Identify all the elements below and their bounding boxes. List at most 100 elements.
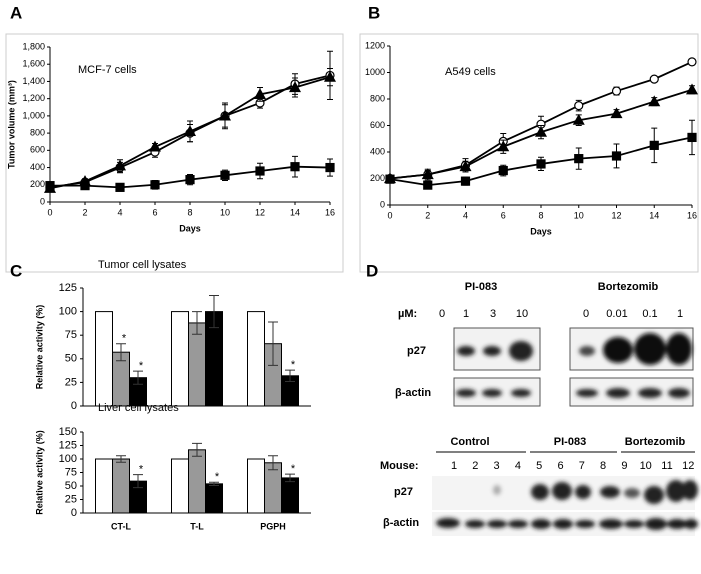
y-tick-label: 1200	[365, 40, 385, 50]
y-tick-label: 50	[65, 480, 77, 492]
y-axis-label: Tumor volume (mm³)	[6, 80, 16, 169]
marker	[183, 125, 197, 136]
marker	[610, 107, 623, 119]
x-tick-label: 12	[611, 210, 621, 220]
marker	[497, 140, 510, 152]
annotation: MCF-7 cells	[78, 64, 137, 76]
mouse-label: Mouse:	[380, 460, 419, 472]
bar	[188, 449, 206, 514]
bar	[95, 458, 113, 514]
panel-frame	[359, 33, 699, 273]
annotation: A549 cells	[445, 66, 496, 78]
marker	[685, 83, 699, 95]
marker	[148, 140, 162, 152]
dose: 1	[677, 308, 683, 320]
error-bar	[116, 343, 126, 362]
mouse-number: 3	[494, 460, 500, 472]
y-tick-label: 1,800	[22, 41, 45, 51]
marker	[648, 95, 661, 107]
bar	[171, 458, 189, 514]
x-tick-label: T-L	[190, 521, 204, 531]
x-tick-label: 6	[501, 210, 506, 220]
bar	[281, 477, 299, 514]
x-tick-label: 4	[117, 207, 122, 217]
x-tick-label: CT-L	[111, 521, 131, 531]
y-axis-label: Relative activity (%)	[34, 430, 44, 515]
marker	[574, 101, 584, 111]
y-tick-label: 400	[370, 146, 385, 156]
error-bar	[133, 370, 143, 385]
group-label: Control	[450, 436, 489, 448]
marker	[574, 154, 584, 164]
y-tick-label: 1,600	[22, 59, 45, 69]
marker	[572, 113, 585, 125]
mouse-number: 10	[640, 460, 652, 472]
dose: 0.01	[606, 308, 627, 320]
panel-label: B	[368, 3, 380, 22]
y-tick-label: 125	[59, 439, 77, 451]
marker	[115, 182, 125, 192]
mouse-numbers: 1 2 3 4 5 6 7 8 9 10 11 12	[451, 460, 694, 472]
significance-mark: *	[291, 463, 296, 475]
y-tick-label: 1000	[365, 67, 385, 77]
y-tick-label: 150	[59, 426, 77, 438]
x-tick-label: 14	[290, 207, 300, 217]
y-tick-label: 100	[59, 453, 77, 465]
marker	[611, 151, 622, 161]
bar	[247, 311, 265, 407]
error-bar	[192, 311, 202, 335]
y-tick-label: 1,400	[22, 76, 45, 86]
group-label: Bortezomib	[598, 281, 659, 293]
marker	[460, 176, 471, 186]
marker	[45, 181, 55, 191]
mouse-number: 9	[621, 460, 627, 472]
y-tick-label: 600	[370, 120, 385, 130]
y-tick-label: 75	[65, 466, 77, 478]
x-tick-label: 0	[387, 210, 392, 220]
y-tick-label: 25	[65, 376, 77, 388]
y-tick-label: 200	[30, 179, 45, 189]
mouse-number: 11	[661, 460, 672, 472]
y-tick-label: 0	[71, 507, 77, 519]
blot	[453, 327, 694, 407]
x-tick-label: 2	[425, 210, 430, 220]
marker	[385, 174, 395, 184]
y-tick-label: 0	[40, 196, 45, 206]
panel-label: A	[10, 3, 22, 22]
y-tick-label: 125	[59, 282, 77, 294]
panel-label: C	[10, 261, 22, 280]
marker	[255, 166, 265, 176]
y-tick-label: 1,000	[22, 110, 45, 120]
row-label: β-actin	[395, 387, 431, 399]
marker	[80, 181, 90, 191]
y-axis-label: Relative activity (%)	[34, 305, 44, 390]
bar	[247, 458, 265, 514]
error-bar	[209, 295, 219, 329]
mouse-number: 1	[451, 460, 457, 472]
blot	[432, 476, 698, 536]
y-tick-label: 200	[370, 173, 385, 183]
annotation: Tumor cell lysates	[98, 259, 187, 271]
annotation: Liver cell lysates	[98, 402, 179, 414]
marker	[687, 132, 697, 143]
y-tick-label: 800	[370, 93, 385, 103]
marker	[218, 109, 232, 121]
x-tick-label: 14	[649, 210, 659, 220]
panel-label: D	[366, 261, 378, 280]
marker	[498, 165, 508, 176]
marker	[687, 57, 697, 67]
mouse-number: 6	[557, 460, 563, 472]
marker	[649, 140, 659, 150]
panel-frame	[5, 33, 344, 273]
significance-mark: *	[215, 471, 220, 483]
marker	[421, 168, 434, 180]
mouse-number: 4	[515, 460, 521, 472]
x-tick-label: PGPH	[260, 521, 286, 531]
x-tick-label: 12	[255, 207, 265, 217]
row-label: β-actin	[383, 517, 419, 529]
marker	[288, 81, 302, 93]
error-bar	[268, 321, 278, 366]
bar	[264, 462, 282, 514]
x-tick-label: 8	[187, 207, 192, 217]
